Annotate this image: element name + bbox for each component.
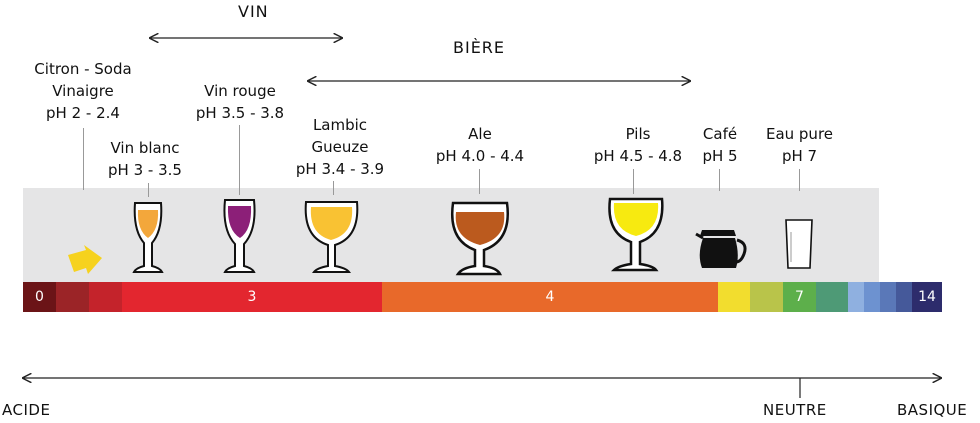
label-cafe: Café pH 5 [702,125,738,165]
coffee-pot-icon [695,230,747,268]
label-eau: Eau pure pH 7 [765,125,834,165]
vin-heading: VIN [238,2,269,21]
wine-glass-icon [304,201,359,273]
basique-label: BASIQUE [897,401,968,419]
ph-segment-1 [56,282,89,312]
ph-segment-9 [848,282,864,312]
ph-segment-3: 3 [122,282,382,312]
ph-segment-8 [816,282,848,312]
label-vin-blanc: Vin blanc pH 3 - 3.5 [108,139,182,179]
tick-eau [799,169,800,191]
wine-glass-icon [223,199,256,273]
wine-glass-icon [451,201,509,276]
wine-glass-icon [608,197,664,272]
biere-heading: BIÈRE [453,38,506,57]
tick-lambic [333,181,334,195]
ph-segment-4: 4 [382,282,718,312]
tick-vin-rouge [239,125,240,195]
neutre-label: NEUTRE [763,401,827,419]
tick-ale [479,169,480,194]
tick-cafe [719,169,720,191]
tick-citron [83,128,84,190]
ph-segment-12 [896,282,912,312]
label-pils: Pils pH 4.5 - 4.8 [593,125,683,165]
label-vin-rouge: Vin rouge pH 3.5 - 3.8 [195,82,285,122]
pointer-arrow-icon [68,245,102,274]
ph-segment-14: 14 [912,282,942,312]
ph-segment-10 [864,282,880,312]
ph-segment-11 [880,282,896,312]
acide-label: ACIDE [2,401,51,419]
wine-glass-icon [132,202,164,273]
label-lambic: Lambic Gueuze pH 3.4 - 3.9 [295,116,385,178]
label-citron: Citron - Soda Vinaigre pH 2 - 2.4 [34,60,132,122]
ph-segment-5 [718,282,750,312]
ph-segment-2 [89,282,122,312]
ph-segment-7: 7 [783,282,816,312]
ph-segment-6 [750,282,783,312]
tick-vin-blanc [148,183,149,197]
ph-segment-0: 0 [23,282,56,312]
tick-pils [633,169,634,194]
water-glass-icon [785,219,813,269]
label-ale: Ale pH 4.0 - 4.4 [435,125,525,165]
